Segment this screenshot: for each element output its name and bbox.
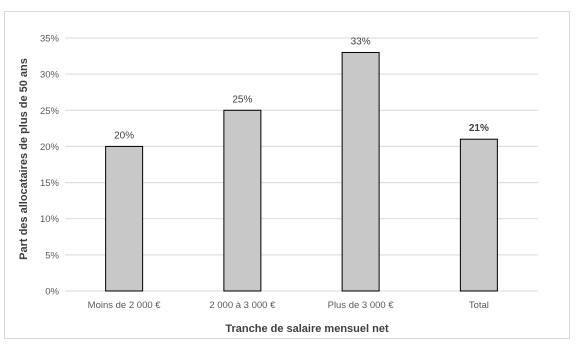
y-tick-label: 25% <box>40 106 60 117</box>
x-category-label: Total <box>469 300 489 311</box>
y-tick-label: 10% <box>40 214 60 225</box>
x-category-label: Moins de 2 000 € <box>88 300 162 311</box>
y-tick-label: 20% <box>40 142 60 153</box>
grid-lines <box>65 37 538 292</box>
data-label: 21% <box>469 123 489 134</box>
x-category-label: 2 000 à 3 000 € <box>209 300 276 311</box>
data-label: 20% <box>114 130 134 141</box>
bar <box>341 51 380 292</box>
y-axis-ticks: 0% 5% 10% 15% 20% 25% 30% 35% <box>40 34 60 298</box>
y-tick-label: 15% <box>40 178 60 189</box>
data-label: 25% <box>232 94 252 105</box>
y-tick-label: 35% <box>40 34 60 45</box>
bar <box>105 145 144 292</box>
bar <box>459 138 498 292</box>
y-tick-label: 30% <box>40 70 60 81</box>
data-labels: 20% 25% 33% 21% <box>114 36 489 141</box>
chart-frame: 0% 5% 10% 15% 20% 25% 30% 35% 20% 25% 33% 21% Moin… <box>4 11 570 339</box>
x-axis-title: Tranche de salaire mensuel net <box>225 323 389 335</box>
bars <box>105 51 498 292</box>
y-tick-label: 5% <box>45 250 59 261</box>
bar <box>223 109 262 292</box>
x-category-label: Plus de 3 000 € <box>328 300 395 311</box>
y-tick-label: 0% <box>45 287 59 298</box>
x-axis-categories: Moins de 2 000 € 2 000 à 3 000 € Plus de 3… <box>88 300 489 311</box>
data-label: 33% <box>351 36 371 47</box>
y-axis-title: Part des allocataires de plus de 50 ans <box>18 58 30 260</box>
bar-chart: 0% 5% 10% 15% 20% 25% 30% 35% 20% 25% 33% 21% Moin… <box>18 34 538 335</box>
